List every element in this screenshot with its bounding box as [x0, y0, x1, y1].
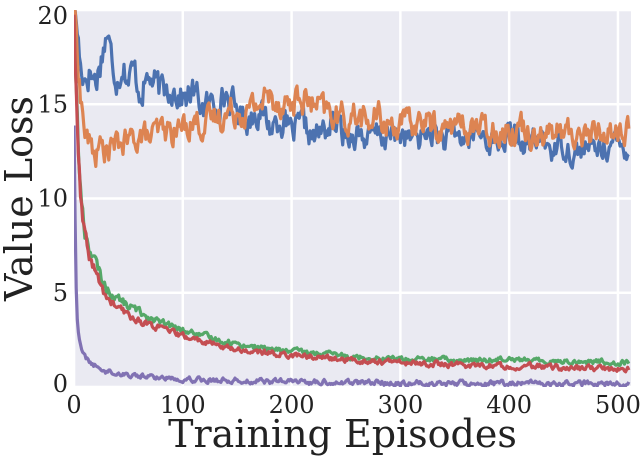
series-line-red [74, 14, 631, 374]
series-lines [74, 10, 631, 387]
series-line-orange [74, 10, 631, 168]
y-tick-label: 15 [37, 90, 68, 118]
x-tick-label: 500 [595, 391, 641, 419]
x-axis-label: Training Episodes [168, 412, 517, 456]
x-tick-label: 100 [160, 391, 206, 419]
series-line-blue [74, 10, 630, 170]
x-tick-label: 0 [66, 391, 81, 419]
x-tick-label: 400 [486, 391, 532, 419]
y-tick-label: 20 [37, 2, 68, 30]
x-tick-label: 300 [377, 391, 423, 419]
y-axis-label: Value Loss [0, 96, 41, 302]
x-tick-labels: 0 100 200 300 400 500 [66, 391, 640, 419]
y-tick-label: 10 [37, 185, 68, 213]
y-tick-labels: 0 5 10 15 20 [37, 2, 68, 398]
series-line-purple [74, 125, 631, 387]
x-tick-label: 200 [269, 391, 315, 419]
y-tick-label: 5 [53, 279, 68, 307]
y-tick-label: 0 [53, 370, 68, 398]
